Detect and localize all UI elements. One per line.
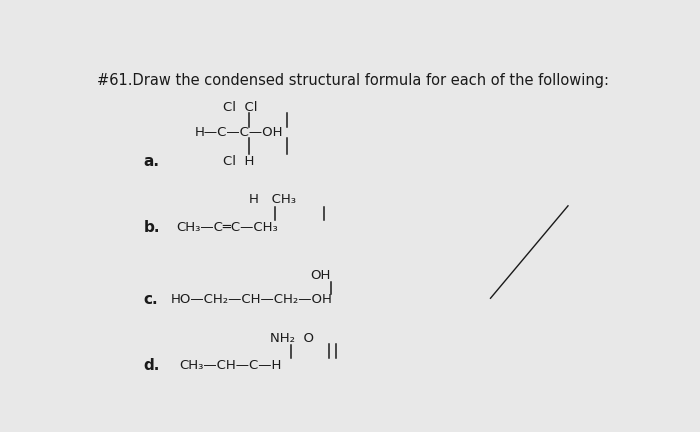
Text: b.: b. bbox=[144, 220, 160, 235]
Text: c.: c. bbox=[144, 292, 158, 307]
Text: #61.Draw the condensed structural formula for each of the following:: #61.Draw the condensed structural formul… bbox=[97, 73, 609, 89]
Text: H—C—C—OH: H—C—C—OH bbox=[195, 126, 283, 139]
Text: Cl  Cl: Cl Cl bbox=[223, 101, 258, 114]
Text: HO—CH₂—CH—CH₂—OH: HO—CH₂—CH—CH₂—OH bbox=[172, 293, 333, 306]
Text: NH₂  O: NH₂ O bbox=[270, 332, 314, 345]
Text: H   CH₃: H CH₃ bbox=[248, 193, 295, 206]
Text: d.: d. bbox=[144, 358, 160, 373]
Text: CH₃—C═C—CH₃: CH₃—C═C—CH₃ bbox=[176, 221, 279, 234]
Text: Cl  H: Cl H bbox=[223, 155, 255, 168]
Text: OH: OH bbox=[311, 269, 331, 282]
Text: CH₃—CH—C—H: CH₃—CH—C—H bbox=[179, 359, 281, 372]
Text: a.: a. bbox=[144, 154, 160, 168]
